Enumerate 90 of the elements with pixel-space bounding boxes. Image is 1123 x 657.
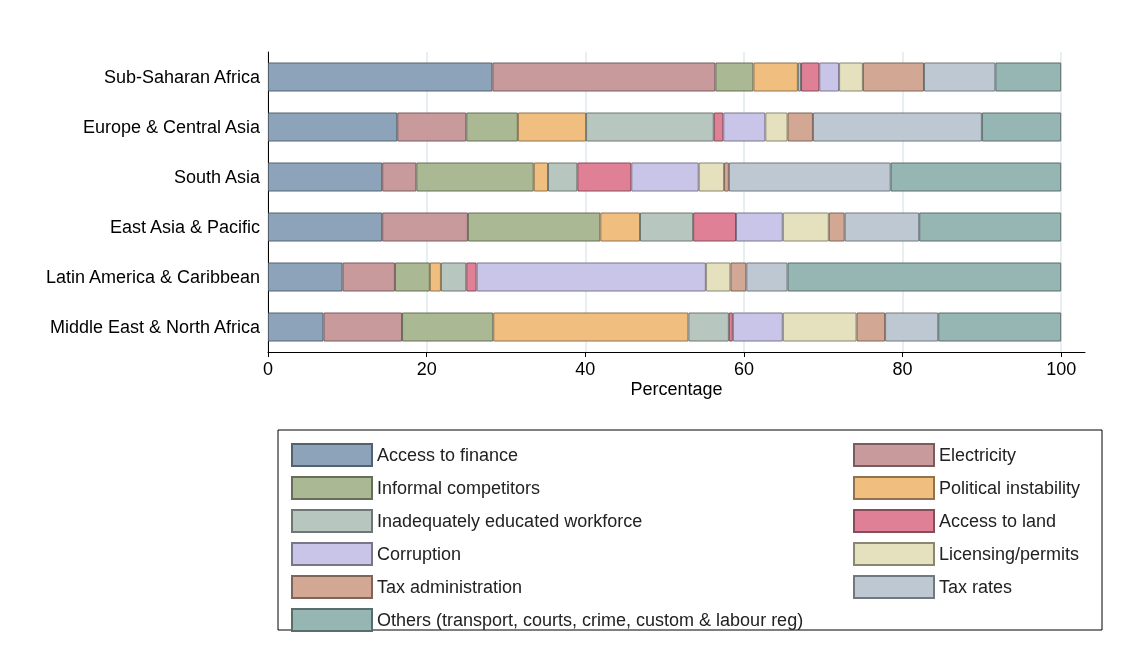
bar xyxy=(819,62,840,92)
bar xyxy=(801,62,820,92)
bar xyxy=(548,162,578,192)
bar xyxy=(268,112,398,142)
bar xyxy=(782,212,829,242)
x-tick-label: 20 xyxy=(416,359,437,379)
x-tick-label: 60 xyxy=(733,359,754,379)
bar xyxy=(746,262,788,292)
bar xyxy=(705,262,731,292)
x-tick-label: 80 xyxy=(892,359,913,379)
bar xyxy=(394,262,430,292)
bar xyxy=(577,162,632,192)
legend-label: Inadequately educated workforce xyxy=(377,511,643,531)
legend-label: Others (transport, courts, crime, custom & labour reg) xyxy=(377,610,804,630)
bar xyxy=(713,112,724,142)
x-tick-label: 40 xyxy=(575,359,596,379)
x-tick-label: 0 xyxy=(262,359,274,379)
bar xyxy=(268,162,383,192)
bar xyxy=(429,262,441,292)
bar xyxy=(828,212,845,242)
bar xyxy=(268,312,324,342)
bar xyxy=(923,62,996,92)
bar xyxy=(938,312,1062,342)
bar xyxy=(693,212,736,242)
bar xyxy=(885,312,939,342)
bar xyxy=(467,212,601,242)
legend-label: Corruption xyxy=(377,544,462,564)
y-tick-label: East Asia & Pacific xyxy=(109,217,260,237)
bar xyxy=(839,62,863,92)
x-axis-title: Percentage xyxy=(630,379,723,399)
bar xyxy=(981,112,1062,142)
bar xyxy=(476,262,706,292)
bar xyxy=(382,212,468,242)
bar xyxy=(268,62,493,92)
bar xyxy=(862,62,924,92)
bar xyxy=(342,262,395,292)
bar xyxy=(640,212,694,242)
y-tick-label: Middle East & North Africa xyxy=(49,317,261,337)
bar xyxy=(517,112,587,142)
bar xyxy=(730,262,747,292)
bar xyxy=(723,112,766,142)
bar xyxy=(466,112,518,142)
bar xyxy=(753,62,798,92)
y-tick-label: Latin America & Caribbean xyxy=(45,267,260,287)
bar xyxy=(416,162,534,192)
legend-label: Access to finance xyxy=(377,445,519,465)
bar xyxy=(995,62,1062,92)
legend-label: Licensing/permits xyxy=(939,544,1080,564)
bar xyxy=(268,212,383,242)
bar xyxy=(728,162,891,192)
legend-label: Tax administration xyxy=(377,577,523,597)
bar xyxy=(533,162,548,192)
bar xyxy=(765,112,788,142)
x-tick-label: 100 xyxy=(1046,359,1077,379)
bar xyxy=(600,212,641,242)
bar xyxy=(440,262,467,292)
bar xyxy=(323,312,403,342)
bar xyxy=(715,62,754,92)
bar xyxy=(728,312,733,342)
bar xyxy=(631,162,699,192)
bar xyxy=(698,162,725,192)
legend-label: Tax rates xyxy=(939,577,1013,597)
bar xyxy=(586,112,714,142)
bar xyxy=(890,162,1062,192)
bar xyxy=(732,312,783,342)
bar xyxy=(382,162,417,192)
bar xyxy=(397,112,467,142)
bar xyxy=(724,162,729,192)
bar xyxy=(466,262,477,292)
y-tick-label: Sub-Saharan Africa xyxy=(103,67,261,87)
bar xyxy=(812,112,982,142)
bar xyxy=(919,212,1062,242)
legend-label: Informal competitors xyxy=(377,478,541,498)
bar xyxy=(844,212,920,242)
bar xyxy=(787,112,813,142)
y-tick-label: South Asia xyxy=(173,167,261,187)
bar xyxy=(268,262,343,292)
y-tick-label: Europe & Central Asia xyxy=(82,117,261,137)
legend-label: Electricity xyxy=(939,445,1017,465)
bar xyxy=(492,62,716,92)
bar xyxy=(782,312,857,342)
bar xyxy=(735,212,783,242)
bar xyxy=(402,312,494,342)
legend-label: Access to land xyxy=(939,511,1057,531)
bar xyxy=(688,312,729,342)
bar xyxy=(493,312,689,342)
bar xyxy=(787,262,1062,292)
bar xyxy=(797,62,802,92)
bar xyxy=(856,312,886,342)
legend-label: Political instability xyxy=(939,478,1081,498)
